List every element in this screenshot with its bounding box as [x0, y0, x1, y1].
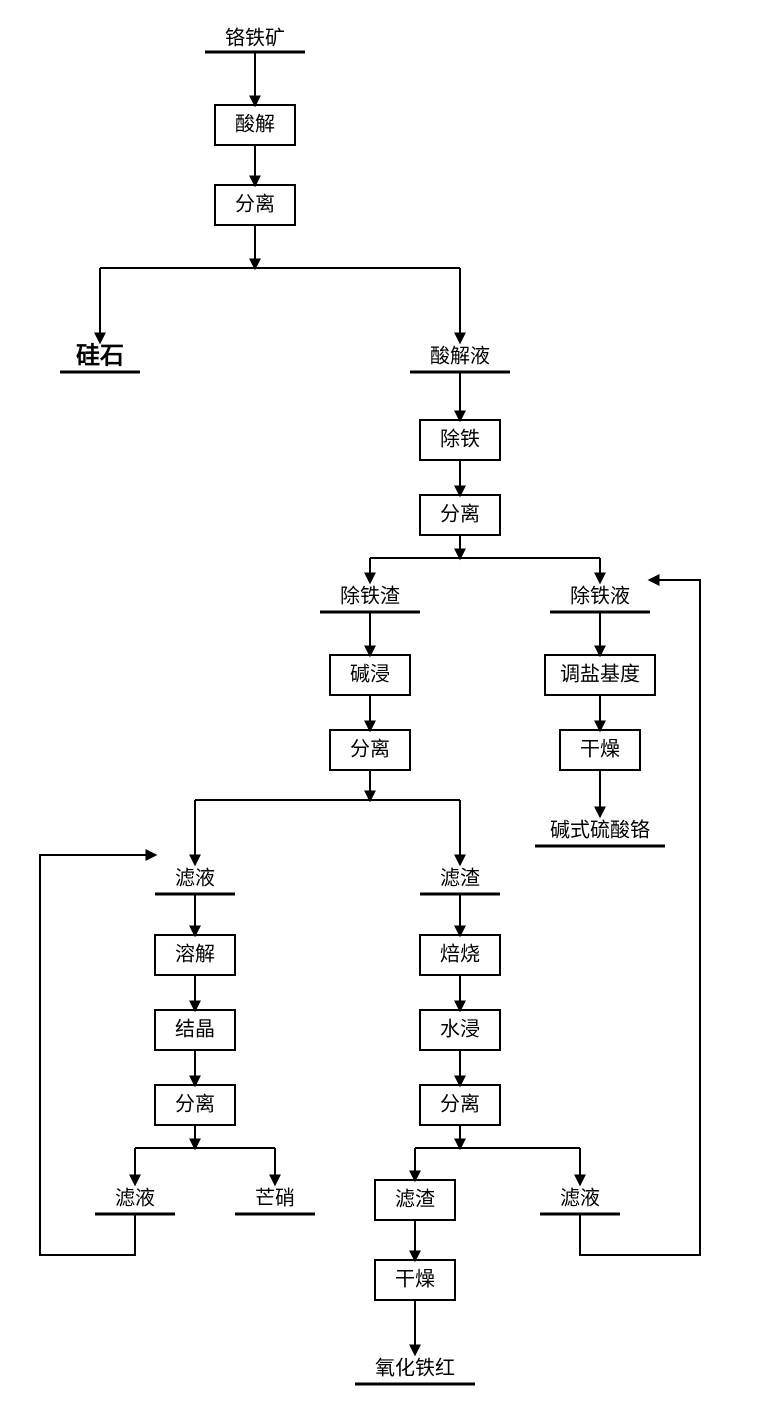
terminal-label: 滤液 [115, 1187, 155, 1210]
box-label: 干燥 [395, 1268, 435, 1291]
box-label: 结晶 [175, 1018, 215, 1041]
box-label: 溶解 [175, 943, 215, 966]
terminal-t11: 氧化铁红 [355, 1357, 475, 1384]
terminal-label: 铬铁矿 [225, 27, 285, 50]
box-label: 酸解 [235, 113, 275, 136]
process-box-b4: 碱浸 [330, 655, 410, 695]
process-box-b10: 分离 [155, 1085, 235, 1125]
process-box-b0: 酸解 [215, 105, 295, 145]
box-label: 焙烧 [440, 943, 480, 966]
box-label: 水浸 [440, 1018, 480, 1041]
box-label: 调盐基度 [560, 663, 640, 686]
box-label: 干燥 [580, 738, 620, 761]
terminal-t3: 除铁渣 [320, 585, 420, 612]
terminal-t9: 芒硝 [235, 1187, 315, 1214]
process-box-b5: 分离 [330, 730, 410, 770]
box-label: 除铁 [440, 428, 480, 451]
process-box-b2: 除铁 [420, 420, 500, 460]
terminal-t2: 酸解液 [410, 345, 510, 372]
box-label: 分离 [440, 1093, 480, 1116]
terminal-label: 除铁液 [570, 585, 630, 608]
flowchart-svg: 铬铁矿硅石酸解液除铁渣除铁液碱式硫酸铬滤液滤渣滤液芒硝滤液氧化铁红酸解分离除铁分… [0, 0, 767, 1417]
process-box-b6: 调盐基度 [545, 655, 655, 695]
terminal-t4: 除铁液 [550, 585, 650, 612]
process-box-b1: 分离 [215, 185, 295, 225]
terminal-t8: 滤液 [95, 1187, 175, 1214]
process-box-b3: 分离 [420, 495, 500, 535]
process-box-b14: 滤渣 [375, 1180, 455, 1220]
terminal-t0: 铬铁矿 [205, 27, 305, 52]
terminal-label: 除铁渣 [340, 585, 400, 608]
terminal-t1: 硅石 [60, 343, 140, 373]
box-label: 碱浸 [350, 663, 390, 686]
process-box-b9: 结晶 [155, 1010, 235, 1050]
box-label: 分离 [350, 738, 390, 761]
terminal-label: 碱式硫酸铬 [550, 819, 650, 842]
terminal-label: 滤液 [560, 1187, 600, 1210]
process-box-b15: 干燥 [375, 1260, 455, 1300]
box-label: 滤渣 [395, 1188, 435, 1211]
process-box-b12: 水浸 [420, 1010, 500, 1050]
terminal-t6: 滤液 [155, 867, 235, 894]
terminal-t10: 滤液 [540, 1187, 620, 1214]
terminal-t7: 滤渣 [420, 867, 500, 894]
terminal-t5: 碱式硫酸铬 [535, 819, 665, 846]
terminal-label: 酸解液 [430, 345, 490, 368]
terminal-label: 硅石 [76, 343, 124, 370]
process-box-b13: 分离 [420, 1085, 500, 1125]
box-label: 分离 [175, 1093, 215, 1116]
process-box-b8: 溶解 [155, 935, 235, 975]
box-label: 分离 [235, 193, 275, 216]
process-box-b11: 焙烧 [420, 935, 500, 975]
process-box-b7: 干燥 [560, 730, 640, 770]
terminal-label: 芒硝 [255, 1187, 295, 1210]
terminal-label: 氧化铁红 [375, 1357, 455, 1380]
terminal-label: 滤渣 [440, 867, 480, 890]
terminal-label: 滤液 [175, 867, 215, 890]
box-label: 分离 [440, 503, 480, 526]
